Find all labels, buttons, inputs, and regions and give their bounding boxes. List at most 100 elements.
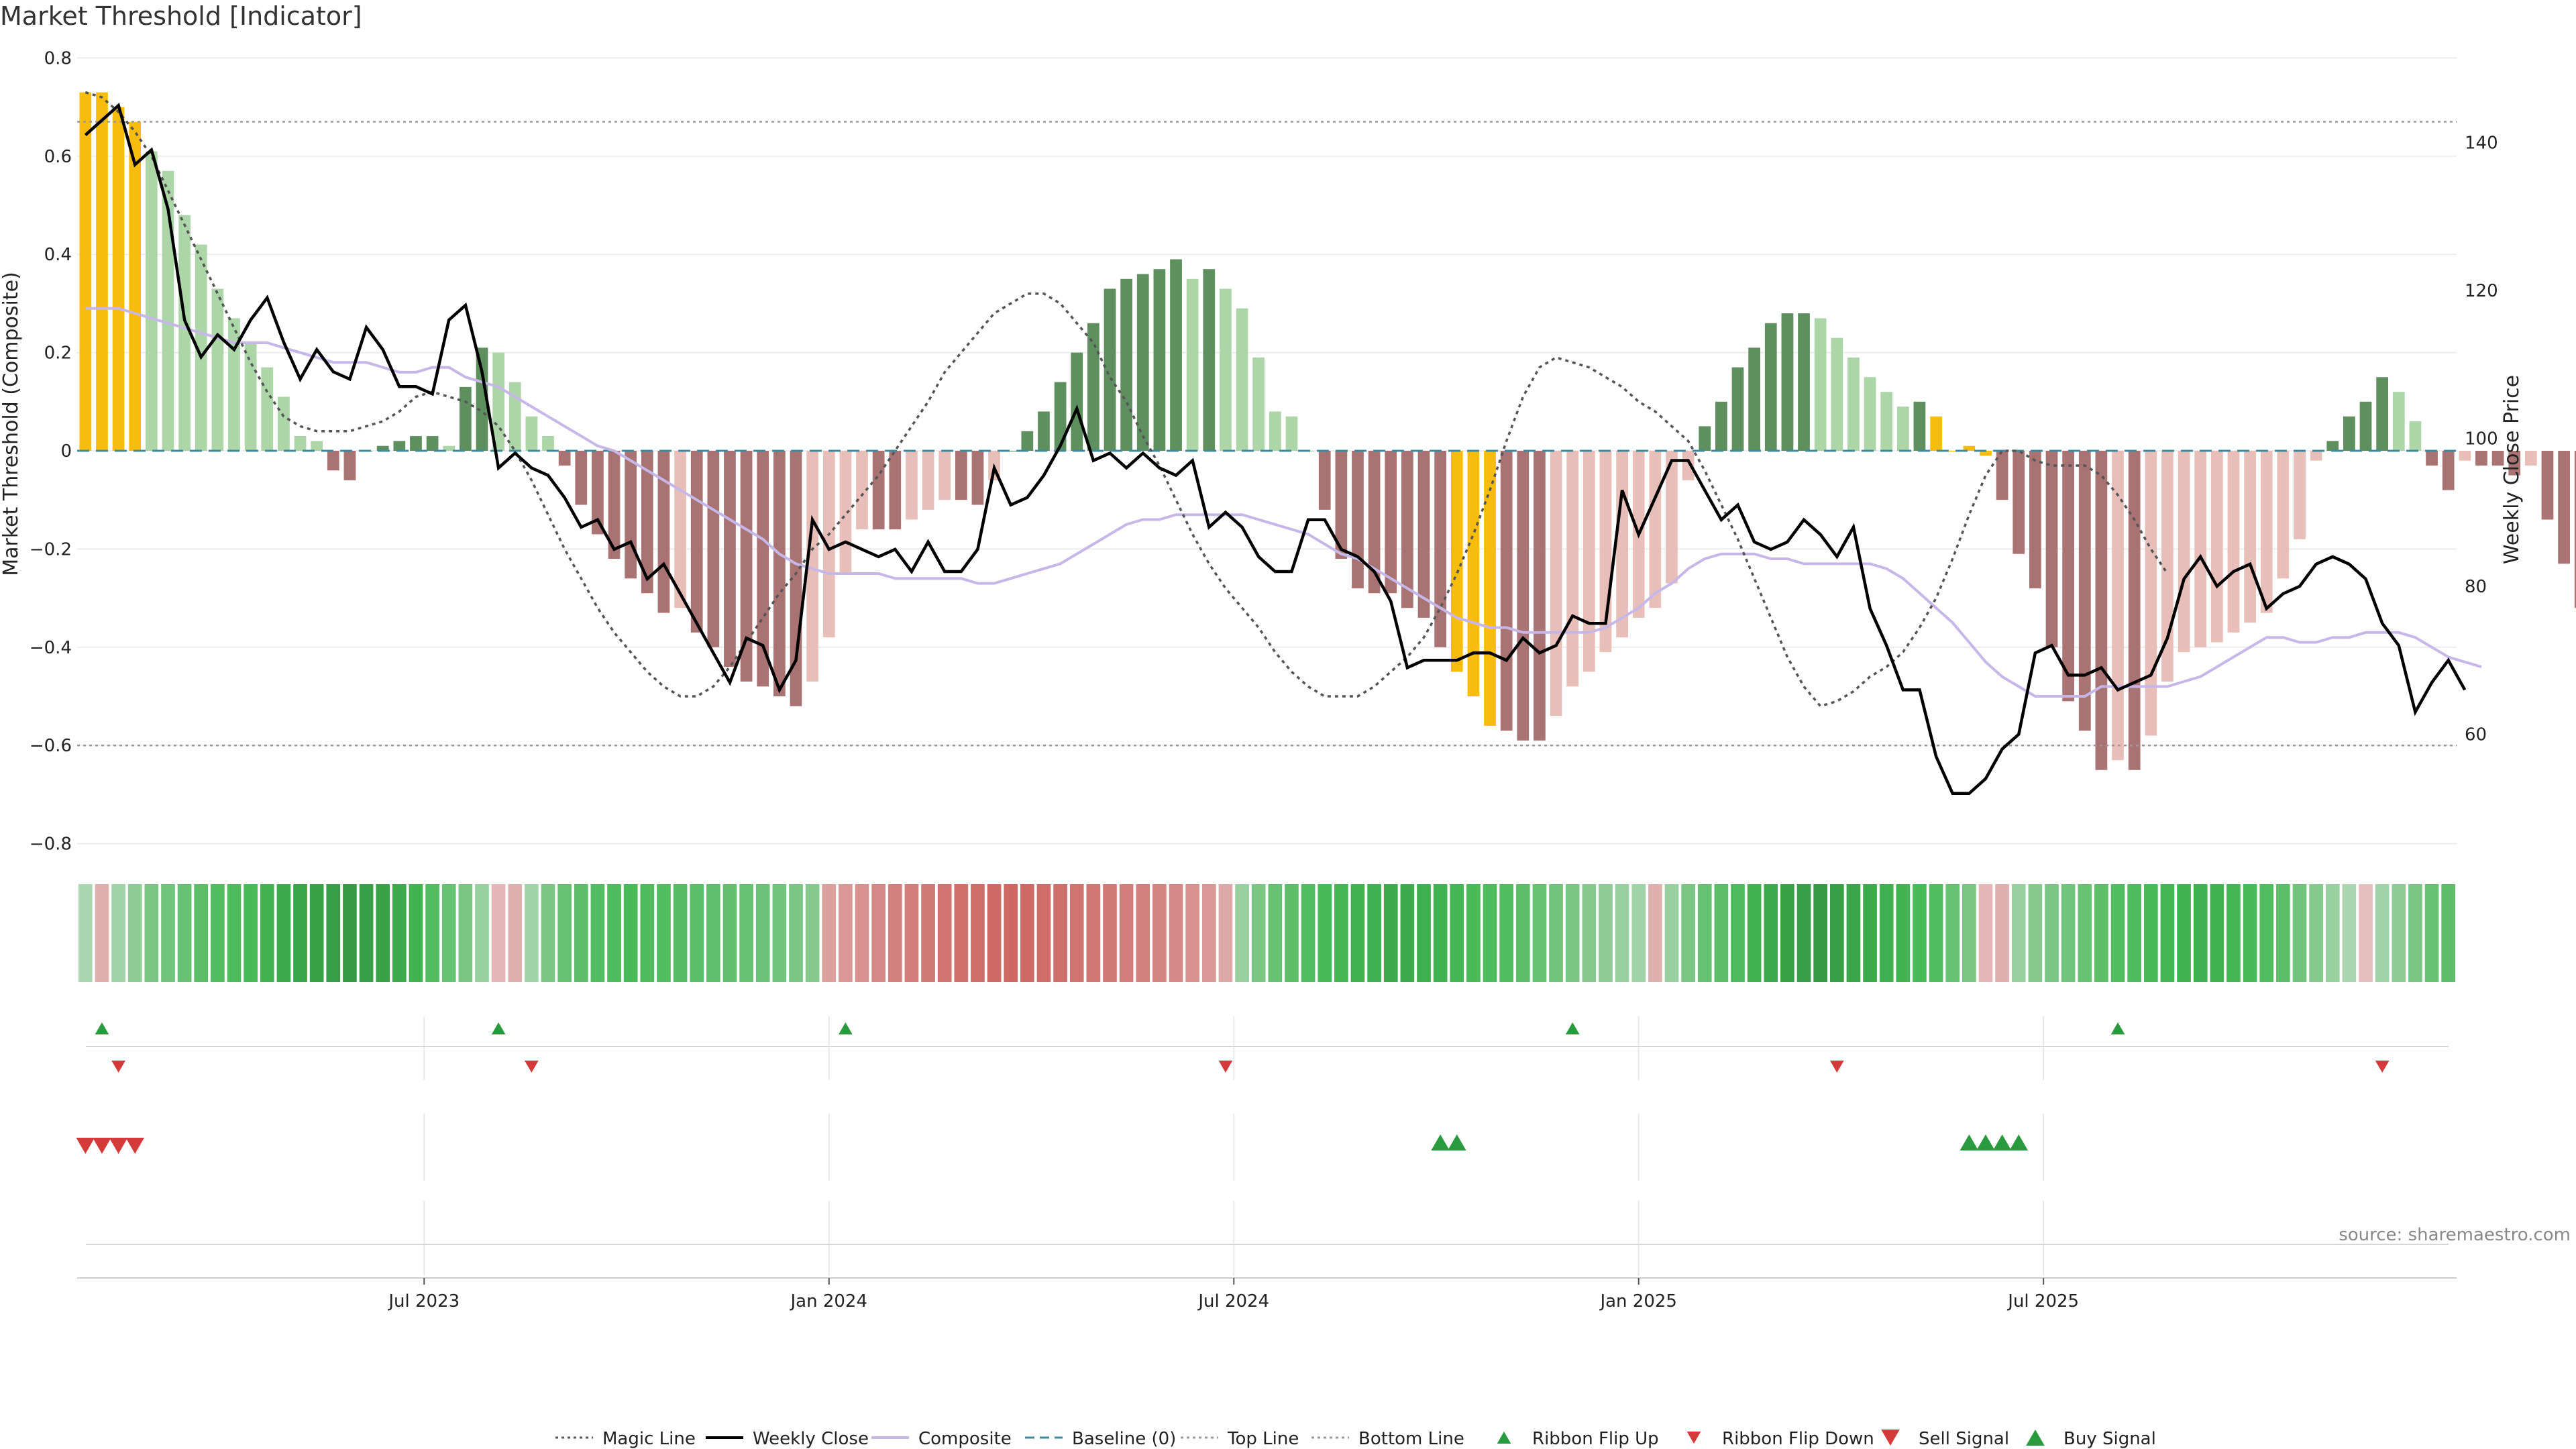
- ribbon-cell: [1235, 884, 1249, 982]
- source-credit: source: sharemaestro.com: [2339, 1225, 2571, 1245]
- composite-bar: [1880, 392, 1893, 451]
- composite-bar: [211, 288, 224, 451]
- ribbon-cell: [2424, 884, 2439, 982]
- composite-bar: [178, 215, 191, 451]
- composite-bar: [1368, 451, 1381, 594]
- composite-bar: [2376, 377, 2389, 451]
- composite-bar: [376, 445, 389, 451]
- composite-bar: [228, 318, 240, 451]
- ribbon-cell: [541, 884, 555, 982]
- ribbon-cell: [244, 884, 258, 982]
- composite-bar: [1434, 451, 1447, 647]
- composite-bar: [856, 451, 868, 530]
- ribbon-cell: [1251, 884, 1266, 982]
- composite-bar: [1913, 401, 1926, 451]
- ribbon-cell: [309, 884, 324, 982]
- ribbon-cell: [211, 884, 225, 982]
- y-tick-label: −0.6: [30, 736, 72, 756]
- ribbon-cell: [772, 884, 787, 982]
- legend-item: Ribbon Flip Up: [1497, 1429, 1659, 1449]
- composite-bar: [1087, 323, 1099, 451]
- composite-bar: [1203, 269, 1216, 451]
- ribbon-cell: [789, 884, 803, 982]
- composite-bar: [575, 451, 588, 505]
- composite-bar: [1269, 411, 1281, 451]
- composite-bar: [2491, 451, 2504, 466]
- ribbon-cell: [1599, 884, 1613, 982]
- ribbon-cell: [161, 884, 175, 982]
- ribbon-cell: [1053, 884, 1067, 982]
- ribbon-cell: [1631, 884, 1646, 982]
- composite-bar: [1930, 416, 1942, 451]
- y-tick-label: −0.8: [30, 835, 72, 855]
- ribbon-cell: [1896, 884, 1911, 982]
- composite-bar: [2459, 451, 2471, 461]
- ribbon-cell: [822, 884, 837, 982]
- ribbon-cell: [1119, 884, 1134, 982]
- composite-bar: [2310, 451, 2322, 461]
- composite-bar: [410, 436, 422, 451]
- composite-bar: [872, 451, 885, 530]
- ribbon-cell: [623, 884, 638, 982]
- composite-bars: [79, 92, 2576, 770]
- ribbon-cell: [1764, 884, 1778, 982]
- ribbon-cell: [1697, 884, 1712, 982]
- ribbon-cell: [78, 884, 93, 982]
- ribbon-cell: [1185, 884, 1200, 982]
- y2-tick-label: 80: [2465, 577, 2487, 597]
- ribbon-cell: [293, 884, 307, 982]
- ribbon-cell: [1483, 884, 1497, 982]
- ribbon-cell: [607, 884, 621, 982]
- buy-signal-marker: [2009, 1134, 2029, 1150]
- ribbon-cell: [1929, 884, 1943, 982]
- weekly-close-line: [84, 103, 2467, 796]
- ribbon-cell: [1466, 884, 1481, 982]
- ribbon-cell: [1433, 884, 1448, 982]
- composite-bar: [1120, 278, 1132, 451]
- ribbon-cell: [359, 884, 374, 982]
- composite-bar: [2343, 416, 2355, 451]
- ribbon-cell: [1350, 884, 1365, 982]
- ribbon-cell: [1285, 884, 1299, 982]
- ribbon-flip-down-marker: [111, 1061, 125, 1073]
- ribbon-cell: [987, 884, 1002, 982]
- composite-bar: [1136, 274, 1149, 451]
- composite-bar: [625, 451, 637, 579]
- composite-bar: [1781, 313, 1794, 451]
- composite-bar: [971, 451, 984, 505]
- buy-signal-marker: [1992, 1134, 2012, 1150]
- y2-tick-label: 60: [2465, 725, 2487, 745]
- composite-bar: [1352, 451, 1364, 588]
- legend-item: Buy Signal: [2026, 1429, 2156, 1449]
- composite-bar: [2078, 451, 2091, 731]
- composite-bar: [822, 451, 835, 638]
- composite-bar: [1054, 382, 1067, 451]
- gridlines: [77, 57, 2457, 845]
- ribbon-cell: [2127, 884, 2142, 982]
- composite-bar: [839, 451, 852, 574]
- composite-bar: [2326, 441, 2339, 451]
- ribbon-cell: [1995, 884, 2009, 982]
- composite-bar: [1318, 451, 1331, 510]
- sell-signal-marker: [76, 1138, 95, 1154]
- y-tick-label: 0.2: [44, 343, 72, 364]
- composite-bar: [492, 352, 504, 451]
- ribbon-cell: [2045, 884, 2059, 982]
- ribbon-cell: [2276, 884, 2290, 982]
- composite-bar: [79, 92, 92, 451]
- ribbon-cell: [1515, 884, 1530, 982]
- ribbon-cell: [1301, 884, 1316, 982]
- composite-bar: [1963, 445, 1976, 451]
- ribbon-cell: [2375, 884, 2390, 982]
- composite-bar: [1831, 337, 1843, 451]
- buy-signal-marker: [1960, 1134, 1979, 1150]
- ribbon-cell: [706, 884, 720, 982]
- ribbon-cell: [1648, 884, 1662, 982]
- composite-bar: [294, 436, 307, 451]
- composite-bar: [195, 244, 207, 451]
- composite-bar: [1550, 451, 1562, 716]
- ribbon-cell: [376, 884, 390, 982]
- ribbon-cell: [1846, 884, 1861, 982]
- ribbon-cell: [1978, 884, 1993, 982]
- composite-bar: [1071, 352, 1083, 451]
